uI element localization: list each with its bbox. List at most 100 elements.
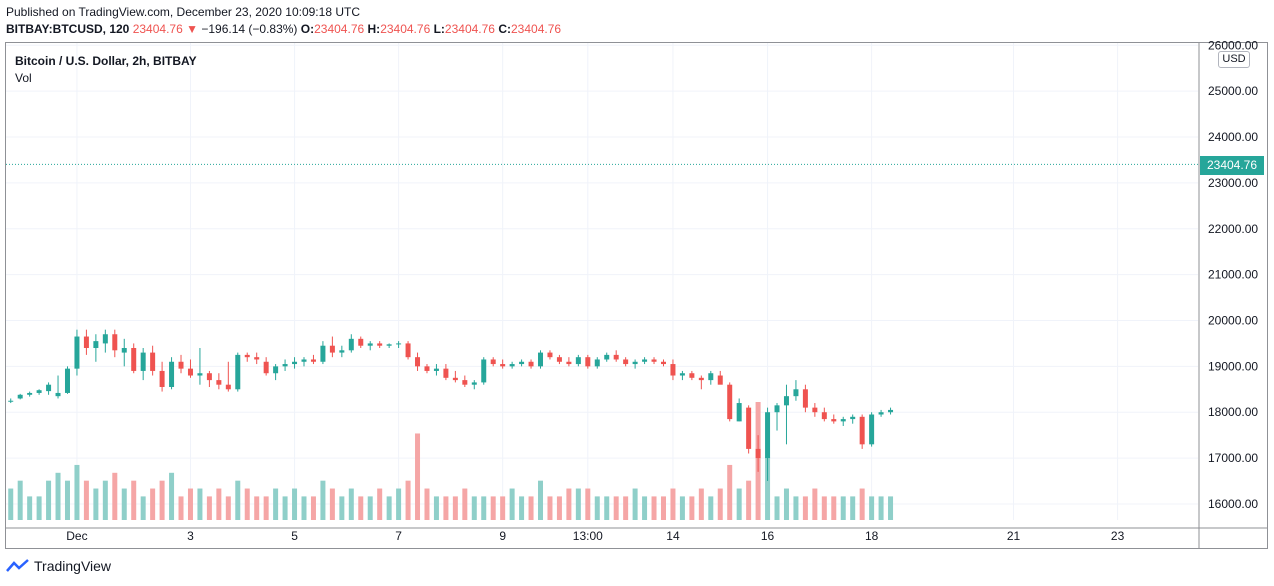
volume-bar — [415, 433, 421, 520]
currency-button[interactable]: USD — [1218, 51, 1250, 68]
candle-up — [140, 352, 146, 371]
candle-down — [462, 380, 468, 385]
candle-down — [263, 361, 269, 374]
candle-down — [585, 357, 591, 367]
y-tick-label: 24000.00 — [1208, 130, 1258, 144]
candle-down — [254, 357, 260, 360]
open-value: 23404.76 — [314, 22, 365, 36]
tradingview-logo-icon — [6, 559, 29, 572]
candle-up — [679, 373, 685, 376]
candle-up — [121, 348, 127, 353]
volume-bar — [679, 496, 685, 520]
candle-down — [377, 343, 383, 346]
candle-down — [746, 407, 752, 449]
x-tick-label: 13:00 — [573, 529, 603, 543]
symbol-label: BITBAY:BTCUSD, 120 — [6, 22, 130, 36]
candle-down — [452, 377, 458, 381]
volume-bar — [27, 496, 33, 520]
candle-down — [358, 338, 364, 346]
volume-bar — [585, 488, 591, 520]
candle-down — [187, 368, 193, 376]
volume-bar — [831, 496, 837, 520]
volume-bar — [292, 488, 298, 520]
volume-bar — [840, 496, 846, 520]
volume-bar — [727, 464, 733, 520]
volume-bar — [708, 496, 714, 520]
volume-bar — [263, 496, 269, 520]
volume-bar — [689, 496, 695, 520]
down-arrow-icon: ▼ — [186, 22, 198, 36]
candle-up — [481, 359, 487, 383]
volume-bar — [36, 496, 42, 520]
candle-down — [528, 361, 534, 367]
footer-brand[interactable]: TradingView — [6, 558, 111, 574]
volume-bar — [216, 488, 222, 520]
candle-down — [689, 373, 695, 378]
candle-up — [765, 412, 771, 459]
last-price-tag: 23404.76 — [1200, 156, 1264, 175]
volume-bar — [74, 464, 80, 520]
candle-up — [367, 343, 373, 346]
high-label: H: — [367, 22, 381, 36]
volume-bar — [121, 488, 127, 520]
x-tick-label: 21 — [1007, 529, 1021, 543]
candle-down — [490, 359, 496, 365]
volume-bar — [377, 488, 383, 520]
volume-bar — [396, 488, 402, 520]
volume-bar — [717, 488, 723, 520]
candle-down — [443, 368, 449, 378]
candle-up — [888, 409, 894, 413]
candle-up — [519, 361, 525, 365]
candle-up — [102, 334, 108, 344]
y-tick-label: 19000.00 — [1208, 359, 1258, 373]
volume-bar — [320, 480, 326, 520]
candle-up — [348, 338, 354, 351]
candle-down — [415, 357, 421, 367]
candle-up — [64, 368, 70, 393]
volume-bar — [131, 480, 137, 520]
volume-bar — [102, 480, 108, 520]
volume-bar — [547, 496, 553, 520]
volume-bar — [878, 496, 884, 520]
volume-bar — [159, 480, 165, 520]
candle-up — [301, 359, 307, 362]
volume-bar — [329, 488, 335, 520]
low-value: 23404.76 — [444, 22, 495, 36]
candle-up — [386, 344, 392, 346]
volume-bar — [670, 488, 676, 520]
y-tick-label: 17000.00 — [1208, 451, 1258, 465]
volume-bar — [698, 488, 704, 520]
volume-bar — [169, 472, 175, 520]
volume-bar — [736, 488, 742, 520]
candle-down — [500, 364, 506, 367]
volume-bar — [64, 480, 70, 520]
volume-bar — [481, 496, 487, 520]
y-tick-label: 23000.00 — [1208, 176, 1258, 190]
x-tick-label: 16 — [761, 529, 775, 543]
high-value: 23404.76 — [380, 22, 431, 36]
volume-bar — [140, 496, 146, 520]
candle-up — [708, 373, 714, 381]
volume-bar — [613, 496, 619, 520]
candle-down — [802, 389, 808, 408]
candle-up — [339, 350, 345, 353]
volume-bar — [888, 496, 894, 520]
volume-bar — [178, 496, 184, 520]
volume-bar — [83, 480, 89, 520]
candle-up — [594, 359, 600, 367]
candle-down — [651, 359, 657, 362]
candle-down — [244, 354, 250, 358]
candle-up — [783, 396, 789, 406]
candle-up — [36, 390, 42, 393]
candle-down — [216, 380, 222, 385]
candle-down — [131, 348, 137, 371]
volume-bar — [8, 488, 14, 520]
volume-bar — [556, 496, 562, 520]
candle-down — [178, 361, 184, 369]
candle-up — [433, 368, 439, 371]
y-tick-label: 26000.00 — [1208, 38, 1258, 52]
x-tick-label: 23 — [1111, 529, 1125, 543]
candle-up — [93, 341, 99, 349]
volume-bar — [566, 488, 572, 520]
